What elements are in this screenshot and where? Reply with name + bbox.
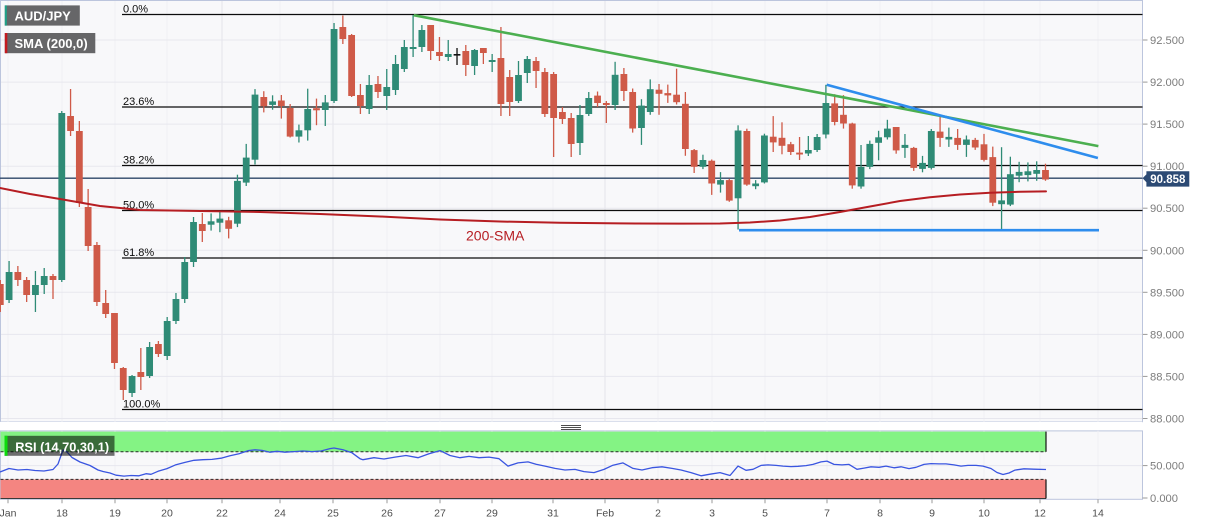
svg-text:Feb: Feb (596, 508, 614, 520)
svg-text:50.000: 50.000 (1150, 461, 1184, 473)
svg-text:89.000: 89.000 (1150, 329, 1184, 341)
svg-text:22: 22 (216, 508, 228, 520)
svg-text:25: 25 (327, 508, 339, 520)
svg-text:RSI (14,70,30,1): RSI (14,70,30,1) (15, 440, 109, 455)
svg-text:90.858: 90.858 (1150, 174, 1186, 186)
svg-text:20: 20 (161, 508, 173, 520)
svg-text:100.0%: 100.0% (123, 399, 161, 411)
svg-text:29: 29 (486, 508, 498, 520)
svg-text:61.8%: 61.8% (123, 247, 154, 259)
svg-text:9: 9 (929, 508, 935, 520)
svg-text:3: 3 (709, 508, 715, 520)
svg-text:12: 12 (1034, 508, 1046, 520)
svg-text:27: 27 (434, 508, 446, 520)
svg-text:19: 19 (109, 508, 121, 520)
svg-text:AUD/JPY: AUD/JPY (15, 8, 72, 23)
svg-text:90.500: 90.500 (1150, 203, 1184, 215)
svg-text:92.000: 92.000 (1150, 77, 1184, 89)
svg-text:8: 8 (877, 508, 883, 520)
svg-text:88.000: 88.000 (1150, 414, 1184, 426)
svg-text:14: 14 (1092, 508, 1104, 520)
svg-text:91.500: 91.500 (1150, 119, 1184, 131)
svg-text:SMA (200,0): SMA (200,0) (15, 36, 88, 51)
svg-text:89.500: 89.500 (1150, 287, 1184, 299)
svg-text:92.500: 92.500 (1150, 35, 1184, 47)
svg-text:90.000: 90.000 (1150, 245, 1184, 257)
svg-text:31: 31 (547, 508, 559, 520)
svg-text:0.000: 0.000 (1150, 493, 1178, 505)
svg-text:2: 2 (655, 508, 661, 520)
svg-text:88.500: 88.500 (1150, 371, 1184, 383)
svg-text:0.0%: 0.0% (123, 4, 148, 16)
svg-text:24: 24 (274, 508, 286, 520)
svg-text:7: 7 (824, 508, 830, 520)
svg-text:23.6%: 23.6% (123, 96, 154, 108)
svg-text:18: 18 (56, 508, 68, 520)
svg-text:200-SMA: 200-SMA (466, 228, 525, 244)
svg-text:Jan: Jan (0, 508, 17, 520)
svg-text:26: 26 (381, 508, 393, 520)
svg-text:91.000: 91.000 (1150, 161, 1184, 173)
svg-text:38.2%: 38.2% (123, 155, 154, 167)
svg-text:10: 10 (978, 508, 990, 520)
svg-text:5: 5 (762, 508, 768, 520)
